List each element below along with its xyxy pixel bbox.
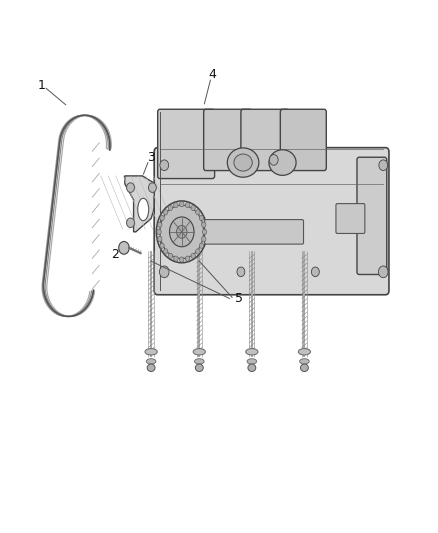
Circle shape [174,203,178,208]
Circle shape [168,253,173,259]
Circle shape [378,266,388,278]
Text: 5: 5 [235,292,243,305]
Circle shape [199,243,204,248]
Ellipse shape [147,364,155,372]
Circle shape [170,217,194,247]
Circle shape [185,256,190,261]
Circle shape [177,225,187,238]
FancyBboxPatch shape [280,109,326,171]
Circle shape [160,215,164,221]
Circle shape [201,222,206,228]
FancyBboxPatch shape [158,109,215,179]
Ellipse shape [234,154,252,171]
Polygon shape [125,176,158,232]
Ellipse shape [298,349,311,355]
Ellipse shape [195,364,203,372]
Circle shape [156,201,207,263]
Circle shape [191,253,195,259]
Circle shape [159,266,169,278]
FancyBboxPatch shape [204,109,252,171]
Circle shape [163,249,168,254]
Circle shape [127,183,134,192]
Circle shape [180,201,184,207]
Circle shape [180,257,184,262]
Circle shape [157,229,161,235]
Circle shape [201,236,206,241]
Circle shape [174,256,178,261]
Circle shape [185,203,190,208]
FancyBboxPatch shape [241,109,289,171]
Circle shape [191,205,195,211]
Circle shape [168,205,173,211]
Circle shape [311,267,319,277]
FancyBboxPatch shape [336,204,365,233]
Ellipse shape [246,349,258,355]
Text: 4: 4 [208,68,216,81]
Text: 1: 1 [38,79,46,92]
Text: 3: 3 [147,151,155,164]
Ellipse shape [145,349,157,355]
Circle shape [160,243,164,248]
Circle shape [160,160,169,171]
Circle shape [160,205,204,259]
Circle shape [163,209,168,215]
Circle shape [199,215,204,221]
Circle shape [237,267,245,277]
Circle shape [202,229,207,235]
Ellipse shape [194,359,204,364]
Circle shape [196,249,200,254]
Circle shape [158,222,162,228]
Ellipse shape [193,349,205,355]
Circle shape [269,155,278,165]
FancyBboxPatch shape [205,220,304,244]
Circle shape [148,183,156,192]
Ellipse shape [248,364,256,372]
Ellipse shape [138,198,148,221]
Circle shape [127,218,134,228]
Circle shape [119,241,129,254]
Ellipse shape [146,359,156,364]
Ellipse shape [300,359,309,364]
Ellipse shape [300,364,308,372]
Circle shape [379,160,388,171]
FancyBboxPatch shape [154,148,389,295]
Circle shape [158,236,162,241]
FancyBboxPatch shape [357,157,387,274]
Ellipse shape [247,359,257,364]
Ellipse shape [269,150,296,175]
Ellipse shape [227,148,259,177]
Text: 2: 2 [111,248,119,261]
Circle shape [196,209,200,215]
